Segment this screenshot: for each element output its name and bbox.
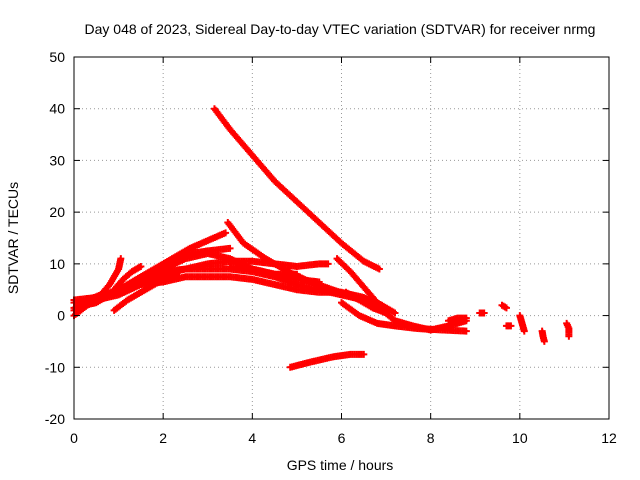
series-arc-12 <box>110 270 181 314</box>
x-tick-label: 4 <box>248 430 256 446</box>
series-arc-5 <box>338 299 470 335</box>
grid-lines <box>74 57 609 419</box>
data-point <box>137 262 145 270</box>
data-point <box>540 337 548 345</box>
chart-title: Day 048 of 2023, Sidereal Day-to-day VTE… <box>85 21 596 37</box>
data-point <box>520 327 528 335</box>
series-arc-18 <box>445 314 470 325</box>
x-tick-label: 2 <box>159 430 167 446</box>
series-arc-19 <box>476 309 488 317</box>
data-point <box>507 322 515 330</box>
series-arc-17 <box>342 288 390 317</box>
data-markers <box>70 105 573 371</box>
data-point <box>315 278 323 286</box>
y-axis-label: SDTVAR / TECUs <box>5 182 21 294</box>
y-tick-label: 10 <box>49 256 65 272</box>
y-tick-label: 20 <box>49 204 65 220</box>
y-tick-label: -10 <box>45 359 65 375</box>
data-point <box>382 309 390 317</box>
series-arc-24 <box>563 319 573 340</box>
series-arc-6 <box>286 350 368 371</box>
series-arc-16 <box>226 262 323 286</box>
data-point <box>360 350 368 358</box>
x-axis-label: GPS time / hours <box>287 457 394 473</box>
axis-ticks: 0 2 4 6 8 10 12 -20 -10 0 10 20 30 40 50 <box>45 49 617 446</box>
data-point <box>565 332 573 340</box>
data-point <box>391 309 399 317</box>
series-arc-23 <box>538 327 548 345</box>
data-point <box>502 304 510 312</box>
data-point <box>226 244 234 252</box>
data-point <box>462 314 470 322</box>
x-tick-label: 0 <box>70 430 78 446</box>
x-tick-label: 12 <box>601 430 617 446</box>
y-tick-label: 30 <box>49 152 65 168</box>
series-arc-1 <box>210 105 383 273</box>
y-tick-label: 0 <box>57 308 65 324</box>
y-tick-label: 40 <box>49 101 65 117</box>
data-point <box>324 260 332 268</box>
data-point <box>173 270 181 278</box>
data-point <box>117 255 125 263</box>
series-arc-13 <box>110 262 145 294</box>
series-arc-20 <box>498 301 510 312</box>
data-point <box>462 327 470 335</box>
data-point <box>480 309 488 317</box>
data-point <box>222 229 230 237</box>
series-arc-21 <box>502 322 515 330</box>
series-arc-22 <box>516 312 528 335</box>
x-tick-label: 8 <box>427 430 435 446</box>
x-tick-label: 6 <box>338 430 346 446</box>
y-tick-label: 50 <box>49 49 65 65</box>
data-point <box>375 265 383 273</box>
y-tick-label: -20 <box>45 411 65 427</box>
x-tick-label: 10 <box>512 430 528 446</box>
